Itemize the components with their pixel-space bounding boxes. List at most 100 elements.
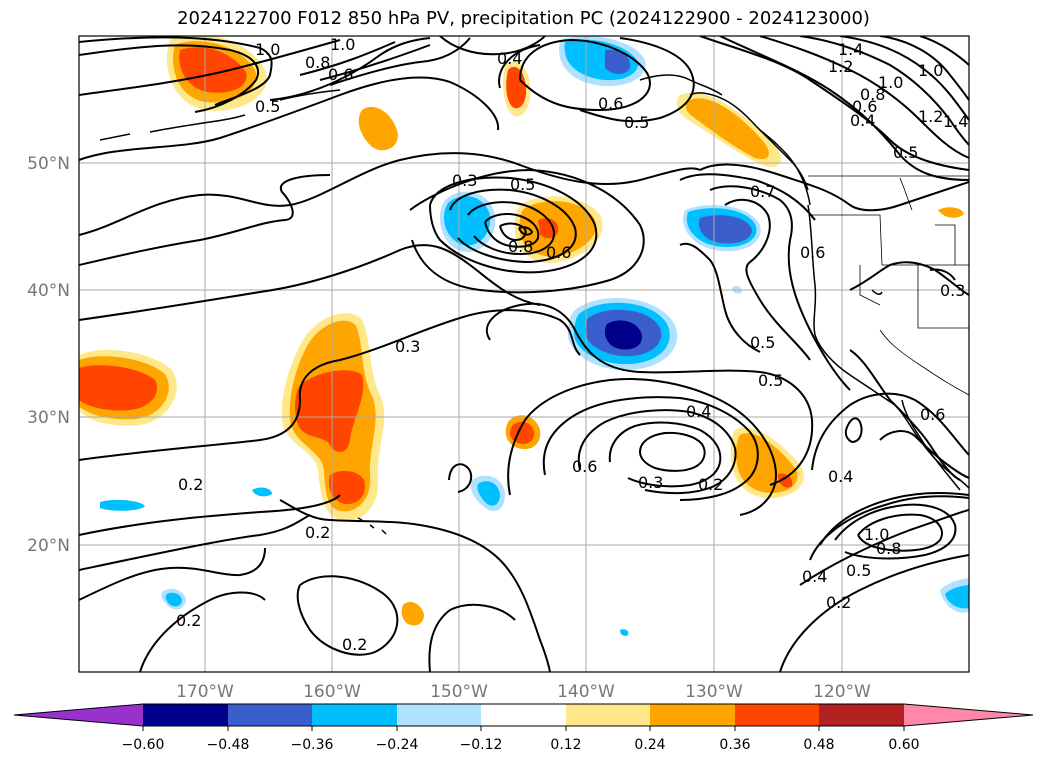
contour-label: 0.5 [750,333,775,352]
colorbar-tick-label: −0.48 [207,737,250,753]
lon-tick-label: 160°W [303,682,361,702]
precip-blob-negative [477,481,500,506]
contour-label: 0.2 [305,523,330,542]
precip-blob-positive [730,427,804,499]
contour-label: 0.3 [395,337,420,356]
contour-label: 1.0 [255,40,280,59]
colorbar-segment [735,704,819,726]
contour-label: 0.6 [328,65,353,84]
colorbar-segment [143,704,228,726]
precip-blob-positive [503,61,531,117]
contour-label: 0.2 [176,611,201,630]
contour-label: 0.6 [920,405,945,424]
precip-blob-positive [676,92,782,168]
map-frame [78,35,970,673]
contour-label: 0.5 [893,143,918,162]
colorbar-ticks [142,726,905,731]
precip-blob-positive [514,196,603,264]
contour-label: 0.4 [802,567,827,586]
contour-label: 0.4 [497,49,522,68]
colorbar-tick-label: −0.60 [122,737,165,753]
colorbar-extend-high [904,704,1033,726]
contour-label: 0.6 [546,243,571,262]
lon-tick-label: 130°W [685,682,743,702]
lon-tick-label: 170°W [176,682,234,702]
contour-label: 0.2 [178,475,203,494]
coastlines [99,74,969,535]
contour-label: 0.2 [342,635,367,654]
precip-blob-positive [79,350,177,426]
lat-tick-label: 40°N [27,281,70,301]
contour-label: 1.0 [878,73,903,92]
contour-label: 0.5 [510,175,535,194]
contour-label-group: 1.0 1.0 0.8 0.6 0.5 0.4 0.6 0.5 1.4 1.2 … [176,35,968,654]
contour-label: 0.4 [686,402,711,421]
colorbar-tick-label: 0.24 [634,737,665,753]
contour-label: 1.4 [838,40,863,59]
precip-blob-negative [559,36,646,87]
colorbar-extend-low [14,704,143,726]
colorbar-segment [397,704,481,726]
lat-tick-label: 20°N [27,536,70,556]
colorbar-segment [819,704,904,726]
colorbar-tick-label: −0.12 [460,737,503,753]
political-borders [808,175,969,396]
contour-label: 0.6 [852,97,877,116]
colorbar-tick-label: 0.12 [550,737,581,753]
colorbar-tick-label: 0.36 [719,737,750,753]
precip-blob-negative [100,499,145,511]
precip-shading [79,36,969,636]
precip-blob-negative [252,487,272,497]
contour-label: 1.2 [828,57,853,76]
pv-contours [79,36,969,672]
lon-tick-label: 120°W [813,682,871,702]
contour-label: 0.4 [828,467,853,486]
colorbar-segment [228,704,312,726]
precip-blob-negative [567,298,678,371]
contour-label: 1.0 [864,525,889,544]
colorbar-tick-label: 0.60 [888,737,919,753]
contour-label: 0.8 [876,539,901,558]
contour-label: 1.2 [918,107,943,126]
contour-label: 0.3 [940,281,965,300]
contour-label: 0.5 [758,371,783,390]
colorbar-tick-label: −0.36 [291,737,334,753]
colorbar-tick-label: −0.24 [376,737,419,753]
contour-label: 0.6 [598,94,623,113]
colorbar-segment [312,704,397,726]
precip-blob-negative [940,578,969,613]
contour-label: 0.3 [452,171,477,190]
contour-label: 0.5 [624,113,649,132]
lat-tick-labels: 50°N 40°N 30°N 20°N [27,154,70,556]
contour-label: 0.6 [572,457,597,476]
lon-tick-label: 150°W [430,682,488,702]
contour-label: 0.4 [850,111,875,130]
contour-label: 0.7 [750,182,775,201]
map-title: 2024122700 F012 850 hPa PV, precipitatio… [177,8,870,29]
lat-tick-label: 30°N [27,408,70,428]
map-panel: 1.0 1.0 0.8 0.6 0.5 0.4 0.6 0.5 1.4 1.2 … [79,35,969,672]
lon-tick-label: 140°W [557,682,615,702]
precip-blob-positive [358,106,398,151]
precip-blob-negative [620,629,629,636]
contour-label: 0.2 [698,475,723,494]
contour-label: 0.5 [846,561,871,580]
colorbar-segment [566,704,650,726]
contour-label: 1.0 [918,61,943,80]
contour-label: 0.8 [305,53,330,72]
contour-label: 1.0 [330,35,355,54]
precip-blob-negative [165,592,182,607]
contour-label: 1.4 [943,112,968,131]
precip-blob-negative [683,205,761,252]
colorbar-segment [481,704,566,726]
contour-label: 0.8 [860,85,885,104]
contour-label: 0.3 [638,473,663,492]
precip-blob-positive [938,207,964,218]
contour-label: 0.2 [826,593,851,612]
contour-label: 0.6 [800,243,825,262]
lon-tick-labels: 170°W 160°W 150°W 140°W 130°W 120°W [176,682,871,702]
colorbar-tick-label: 0.48 [803,737,834,753]
contour-label: 0.5 [255,97,280,116]
contour-label: 0.8 [508,237,533,256]
